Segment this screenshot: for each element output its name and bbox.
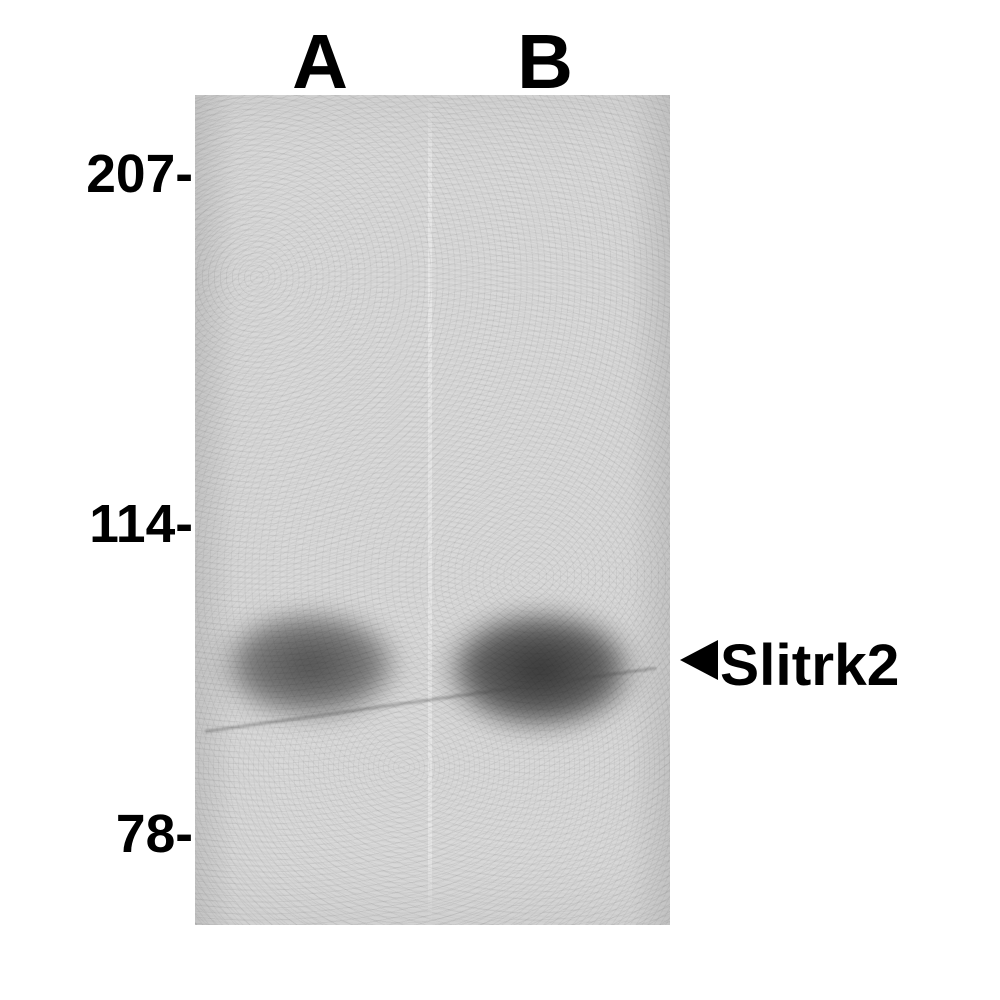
lane-label-a: A bbox=[280, 18, 360, 107]
lane-label-b: B bbox=[505, 18, 585, 107]
blot-edge-left bbox=[195, 95, 235, 925]
band-pointer-arrow-icon bbox=[680, 640, 718, 680]
lane-separator bbox=[428, 95, 432, 925]
band-lane-a-halo bbox=[203, 600, 418, 730]
band-lane-b-halo bbox=[426, 599, 654, 742]
mw-marker-207: 207- bbox=[86, 144, 193, 205]
mw-marker-114: 114- bbox=[89, 494, 193, 555]
figure-canvas: A B 207- 114- 78- Slitrk2 bbox=[0, 0, 1000, 1000]
mw-marker-78: 78- bbox=[116, 804, 193, 865]
blot-edge-right bbox=[630, 95, 670, 925]
film-grain bbox=[195, 95, 670, 925]
membrane-artifact-line bbox=[205, 667, 656, 733]
band-lane-a bbox=[228, 615, 393, 715]
band-label-slitrk2: Slitrk2 bbox=[720, 632, 899, 699]
blot-membrane bbox=[195, 95, 670, 925]
band-lane-b bbox=[453, 615, 628, 725]
